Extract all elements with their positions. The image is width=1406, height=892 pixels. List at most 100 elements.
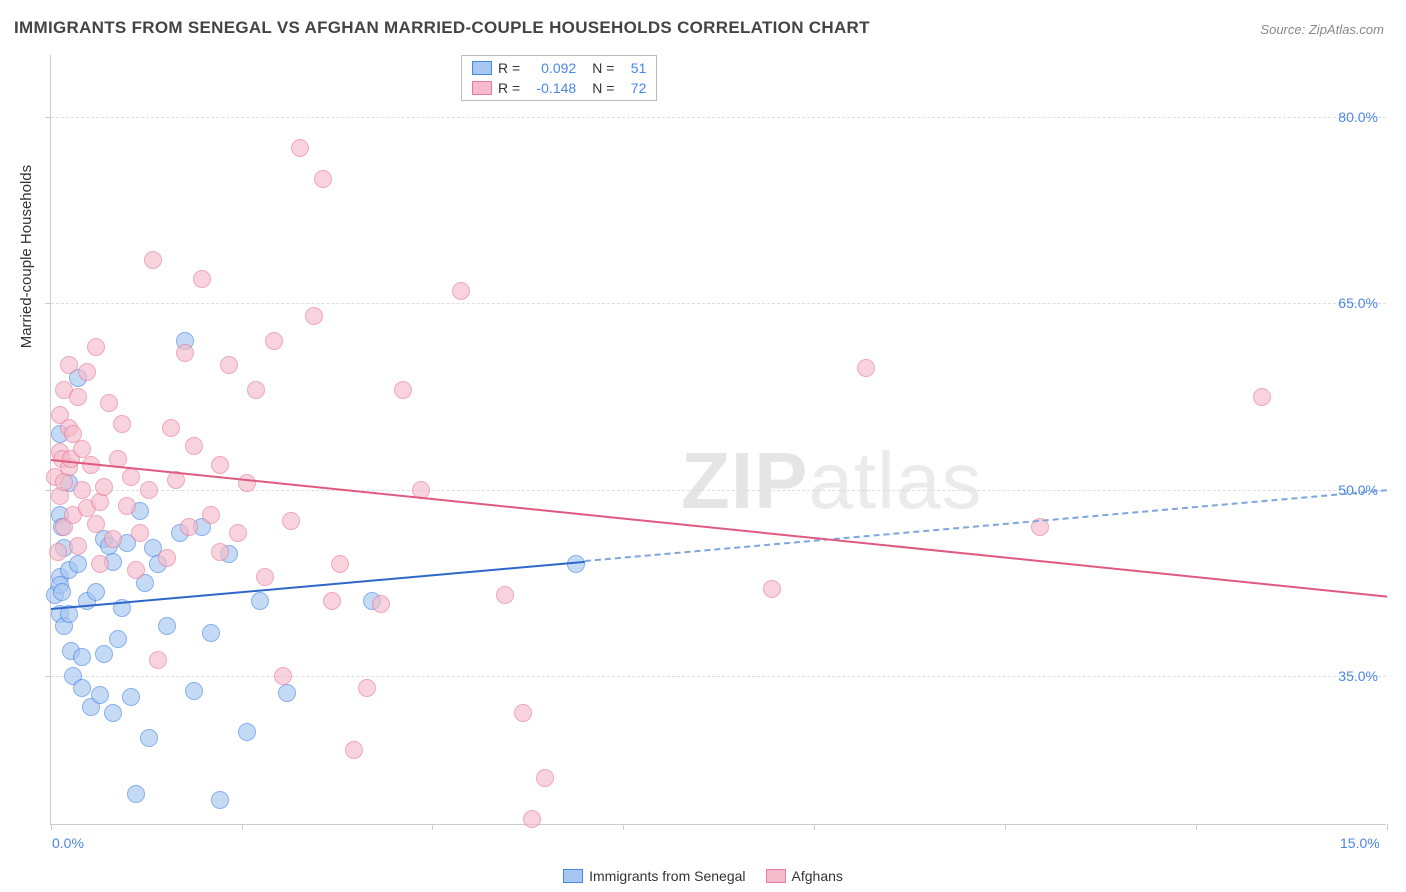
watermark-atlas: atlas xyxy=(808,436,982,525)
correlation-legend: R =0.092N =51R =-0.148N =72 xyxy=(461,55,657,101)
legend-swatch xyxy=(766,869,786,883)
scatter-point xyxy=(857,359,875,377)
scatter-point xyxy=(1253,388,1271,406)
series-legend: Immigrants from Senegal Afghans xyxy=(0,868,1406,886)
scatter-point xyxy=(73,481,91,499)
scatter-point xyxy=(69,388,87,406)
source-label: Source: xyxy=(1260,22,1305,37)
x-tick-mark xyxy=(51,824,52,830)
scatter-point xyxy=(53,583,71,601)
scatter-point xyxy=(567,555,585,573)
scatter-point xyxy=(256,568,274,586)
scatter-point xyxy=(49,543,67,561)
scatter-point xyxy=(282,512,300,530)
scatter-point xyxy=(372,595,390,613)
scatter-point xyxy=(122,468,140,486)
scatter-point xyxy=(60,356,78,374)
scatter-point xyxy=(523,810,541,828)
scatter-point xyxy=(185,437,203,455)
scatter-point xyxy=(211,456,229,474)
scatter-point xyxy=(140,481,158,499)
legend-item: Afghans xyxy=(766,868,843,884)
scatter-point xyxy=(193,270,211,288)
scatter-point xyxy=(104,704,122,722)
legend-label: Afghans xyxy=(792,868,843,884)
x-tick-mark xyxy=(814,824,815,830)
scatter-point xyxy=(211,543,229,561)
scatter-point xyxy=(69,555,87,573)
scatter-point xyxy=(394,381,412,399)
legend-row: R =-0.148N =72 xyxy=(462,78,656,98)
watermark-zip: ZIP xyxy=(681,436,808,525)
scatter-point xyxy=(323,592,341,610)
scatter-point xyxy=(496,586,514,604)
scatter-point xyxy=(536,769,554,787)
scatter-point xyxy=(452,282,470,300)
scatter-point xyxy=(87,338,105,356)
scatter-point xyxy=(238,723,256,741)
scatter-point xyxy=(73,648,91,666)
scatter-point xyxy=(73,679,91,697)
gridline xyxy=(51,117,1386,118)
y-tick-mark xyxy=(45,303,51,304)
legend-n-label: N = xyxy=(592,80,614,96)
scatter-point xyxy=(78,363,96,381)
scatter-point xyxy=(162,419,180,437)
scatter-point xyxy=(229,524,247,542)
legend-n-value: 72 xyxy=(620,80,646,96)
scatter-point xyxy=(278,684,296,702)
watermark: ZIPatlas xyxy=(681,435,982,527)
trend-line xyxy=(51,459,1387,598)
legend-item: Immigrants from Senegal xyxy=(563,868,745,884)
scatter-point xyxy=(238,474,256,492)
scatter-point xyxy=(127,785,145,803)
scatter-point xyxy=(305,307,323,325)
legend-n-label: N = xyxy=(592,60,614,76)
plot-area: ZIPatlas R =0.092N =51R =-0.148N =72 35.… xyxy=(50,55,1386,825)
scatter-point xyxy=(345,741,363,759)
scatter-point xyxy=(131,524,149,542)
scatter-point xyxy=(176,344,194,362)
y-axis-title: Married-couple Households xyxy=(18,165,35,348)
x-tick-mark xyxy=(1387,824,1388,830)
scatter-point xyxy=(158,549,176,567)
scatter-point xyxy=(122,688,140,706)
scatter-point xyxy=(185,682,203,700)
scatter-point xyxy=(158,617,176,635)
gridline xyxy=(51,303,1386,304)
chart-container: IMMIGRANTS FROM SENEGAL VS AFGHAN MARRIE… xyxy=(0,0,1406,892)
scatter-point xyxy=(202,506,220,524)
scatter-point xyxy=(274,667,292,685)
scatter-point xyxy=(180,518,198,536)
scatter-point xyxy=(149,651,167,669)
legend-label: Immigrants from Senegal xyxy=(589,868,745,884)
x-tick-mark xyxy=(432,824,433,830)
scatter-point xyxy=(140,729,158,747)
legend-r-value: 0.092 xyxy=(526,60,576,76)
gridline xyxy=(51,676,1386,677)
x-tick-mark xyxy=(623,824,624,830)
y-tick-mark xyxy=(45,117,51,118)
scatter-point xyxy=(100,394,118,412)
legend-r-value: -0.148 xyxy=(526,80,576,96)
scatter-point xyxy=(251,592,269,610)
legend-swatch xyxy=(472,81,492,95)
scatter-point xyxy=(109,630,127,648)
scatter-point xyxy=(91,555,109,573)
scatter-point xyxy=(763,580,781,598)
source-value: ZipAtlas.com xyxy=(1309,22,1384,37)
scatter-point xyxy=(291,139,309,157)
y-tick-label: 35.0% xyxy=(1338,668,1378,684)
scatter-point xyxy=(104,530,122,548)
scatter-point xyxy=(95,645,113,663)
scatter-point xyxy=(514,704,532,722)
scatter-point xyxy=(87,583,105,601)
legend-n-value: 51 xyxy=(620,60,646,76)
scatter-point xyxy=(220,356,238,374)
scatter-point xyxy=(202,624,220,642)
scatter-point xyxy=(211,791,229,809)
x-tick-label: 15.0% xyxy=(1340,835,1380,851)
legend-row: R =0.092N =51 xyxy=(462,58,656,78)
scatter-point xyxy=(331,555,349,573)
scatter-point xyxy=(91,686,109,704)
